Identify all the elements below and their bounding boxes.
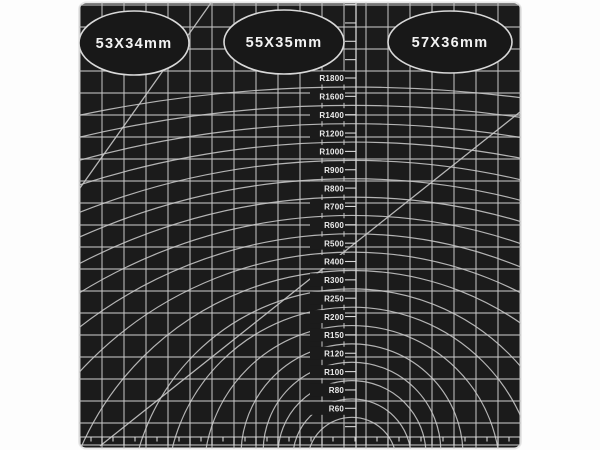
radius-label: R400	[324, 258, 344, 267]
radius-label: R120	[324, 349, 344, 358]
radius-label: R1000	[319, 148, 344, 157]
radius-arc	[79, 196, 521, 449]
size-ellipse-outline	[223, 9, 345, 75]
radius-arc	[79, 251, 521, 449]
radius-label-backing	[310, 163, 345, 177]
radius-label: R1400	[319, 111, 344, 120]
radius-arc	[79, 159, 521, 449]
radius-label-backing	[310, 291, 345, 305]
radius-label: R1800	[319, 74, 344, 83]
radius-arcs	[79, 86, 521, 449]
radius-label-backing	[310, 365, 345, 379]
radius-arc	[166, 306, 521, 449]
radius-label-backing	[310, 328, 345, 342]
radius-label: R150	[324, 331, 344, 340]
radius-label: R500	[324, 239, 344, 248]
radius-arc	[79, 141, 521, 449]
radius-arc	[79, 178, 521, 449]
radius-arc	[79, 104, 521, 449]
diagonal-line	[79, 2, 214, 189]
radius-arc	[277, 380, 427, 449]
grid-lines	[79, 2, 521, 449]
radius-label-backing	[310, 71, 345, 85]
center-ruler	[345, 2, 357, 449]
radius-label-backing	[310, 89, 345, 103]
radius-label-backing	[310, 108, 345, 122]
size-ellipse: 55X35mm	[223, 9, 345, 75]
radius-arc	[79, 86, 521, 449]
radius-label: R600	[324, 221, 344, 230]
radius-label: R900	[324, 166, 344, 175]
radius-arc	[240, 343, 464, 449]
radius-label-backing	[310, 273, 345, 287]
radius-arc	[307, 416, 398, 449]
radius-label: R800	[324, 184, 344, 193]
bottom-ruler	[79, 436, 521, 446]
size-ellipse-label: 55X35mm	[246, 35, 323, 51]
radius-arc	[79, 269, 521, 449]
radius-label-backing	[310, 346, 345, 360]
radius-label: R200	[324, 313, 344, 322]
radius-label: R700	[324, 203, 344, 212]
radius-label-backing	[310, 310, 345, 324]
size-ellipse: 53X34mm	[79, 10, 190, 76]
radius-label-backing	[310, 255, 345, 268]
radius-label: R100	[324, 368, 344, 377]
radius-arc	[292, 398, 412, 449]
size-ellipse-outline	[387, 10, 513, 74]
radius-label: R300	[324, 276, 344, 285]
size-ellipses: 53X34mm 55X35mm 57X36mm	[79, 9, 513, 76]
radius-label-backing	[310, 126, 345, 140]
radius-arc	[129, 288, 521, 449]
radius-label-backing	[310, 383, 345, 397]
radius-arc	[79, 214, 521, 449]
radius-arc	[79, 233, 521, 449]
radius-arc	[203, 324, 501, 449]
radius-arc	[262, 361, 442, 449]
radius-label: R1200	[319, 129, 344, 138]
radius-label: R1600	[319, 93, 344, 102]
radius-arc	[79, 123, 521, 449]
radius-label-backing	[310, 181, 345, 195]
radius-label-backing	[310, 199, 345, 213]
radius-label-backing	[310, 401, 345, 415]
radius-labels: R1800 R1600 R1400 R1200 R1000 R900 R800 R700 R60…	[310, 71, 345, 415]
size-ellipse: 57X36mm	[387, 10, 513, 74]
radius-label: R80	[329, 386, 345, 395]
radius-label: R250	[324, 294, 344, 303]
size-ellipse-label: 53X34mm	[96, 36, 173, 52]
radius-label-backing	[310, 236, 345, 250]
size-ellipse-outline	[79, 10, 190, 76]
radius-label: R60	[329, 405, 345, 414]
radius-label-backing	[310, 218, 345, 232]
size-ellipse-label: 57X36mm	[412, 35, 489, 51]
radius-label-backing	[310, 144, 345, 158]
